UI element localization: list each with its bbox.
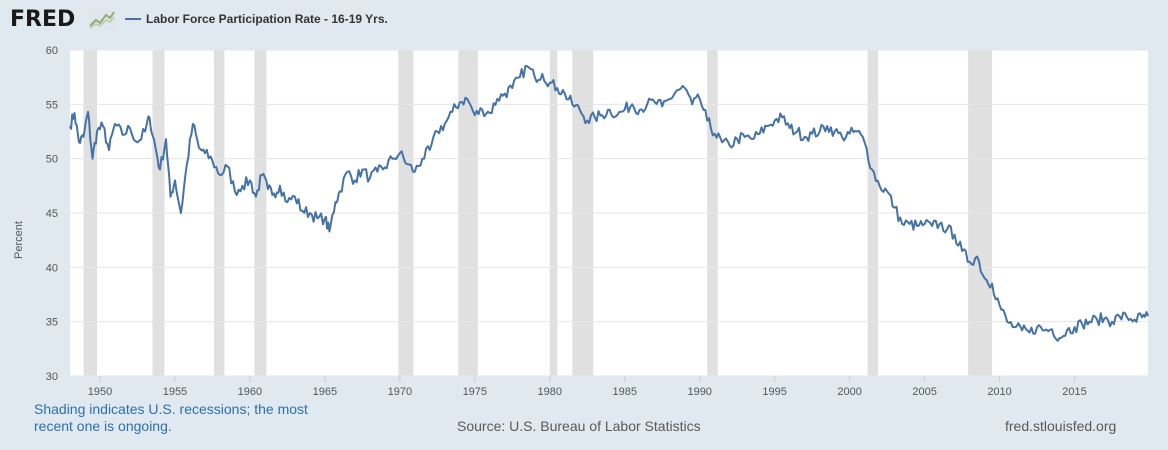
x-tick-label: 1980 [538,386,562,398]
y-tick-label: 50 [46,154,58,166]
x-tick-label: 1985 [613,386,637,398]
x-tick-label: 2010 [987,386,1011,398]
x-tick-label: 2005 [912,386,936,398]
x-tick-label: 2000 [837,386,861,398]
x-tick-label: 1970 [388,386,412,398]
site-link[interactable]: fred.stlouisfed.org [1005,418,1117,434]
legend: Labor Force Participation Rate - 16-19 Y… [125,12,388,26]
x-axis-ticks: 1950 1955 1960 1965 1970 1975 1980 1985 1990 1995… [88,376,1087,398]
source-text: Source: U.S. Bureau of Labor Statistics [457,418,701,434]
x-tick-label: 1955 [163,386,187,398]
header: FRED Labor Force Participation Rate - 16… [0,0,1168,40]
x-tick-label: 1995 [762,386,786,398]
y-tick-label: 60 [46,45,58,57]
legend-label[interactable]: Labor Force Participation Rate - 16-19 Y… [146,12,388,26]
legend-swatch [125,18,141,20]
y-axis-ticks: 30 35 40 45 50 55 60 [46,45,58,383]
fred-logo[interactable]: FRED [10,7,76,32]
chart-line-icon [88,8,116,30]
x-tick-label: 2015 [1062,386,1086,398]
y-tick-label: 40 [46,262,58,274]
x-tick-label: 1960 [238,386,262,398]
y-tick-label: 45 [46,208,58,220]
y-tick-label: 55 [46,99,58,111]
series-line[interactable] [69,64,1149,342]
recession-note: Shading indicates U.S. recessions; the m… [34,401,308,434]
x-tick-label: 1965 [313,386,337,398]
x-tick-label: 1990 [687,386,711,398]
y-tick-label: 35 [46,317,58,329]
x-tick-label: 1950 [88,386,112,398]
y-tick-label: 30 [46,371,58,383]
y-axis-label: Percent [13,221,25,259]
x-tick-label: 1975 [463,386,487,398]
grid-lines [70,49,1148,377]
